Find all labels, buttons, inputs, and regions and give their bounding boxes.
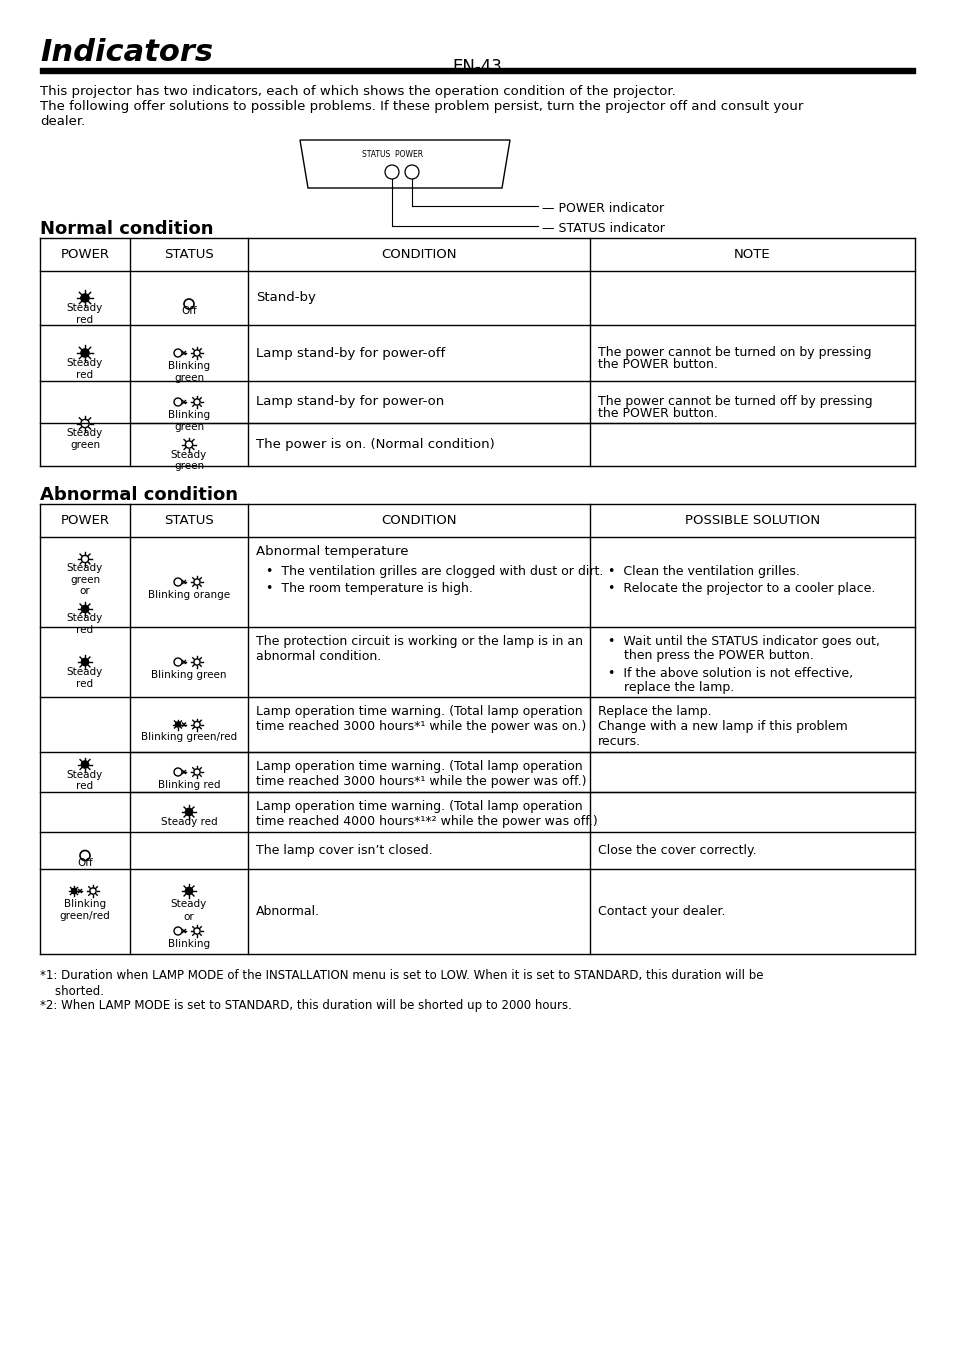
Text: Indicators: Indicators <box>40 38 213 68</box>
Text: Blinking
green/red: Blinking green/red <box>59 899 111 921</box>
Text: Blinking green/red: Blinking green/red <box>141 733 236 743</box>
Text: The power cannot be turned off by pressing: The power cannot be turned off by pressi… <box>598 396 872 408</box>
Text: the POWER button.: the POWER button. <box>598 358 717 371</box>
Text: replace the lamp.: replace the lamp. <box>607 680 734 694</box>
Text: Steady: Steady <box>171 899 207 909</box>
Text: the POWER button.: the POWER button. <box>598 406 717 420</box>
Text: Off: Off <box>77 859 92 868</box>
Text: •  The ventilation grilles are clogged with dust or dirt.: • The ventilation grilles are clogged wi… <box>266 566 602 578</box>
Text: •  Clean the ventilation grilles.: • Clean the ventilation grilles. <box>607 566 799 578</box>
Circle shape <box>81 659 89 666</box>
Text: abnormal condition.: abnormal condition. <box>255 649 381 663</box>
Text: Contact your dealer.: Contact your dealer. <box>598 904 724 918</box>
Text: Lamp operation time warning. (Total lamp operation: Lamp operation time warning. (Total lamp… <box>255 705 582 718</box>
Text: Steady red: Steady red <box>160 817 217 828</box>
Text: Close the cover correctly.: Close the cover correctly. <box>598 844 756 857</box>
Circle shape <box>81 348 89 358</box>
Text: Steady
red: Steady red <box>67 667 103 688</box>
Text: This projector has two indicators, each of which shows the operation condition o: This projector has two indicators, each … <box>40 85 675 99</box>
Text: Off: Off <box>181 306 196 316</box>
Text: time reached 4000 hours*¹*² while the power was off.): time reached 4000 hours*¹*² while the po… <box>255 815 598 828</box>
Text: •  If the above solution is not effective,: • If the above solution is not effective… <box>607 667 852 680</box>
Circle shape <box>185 887 193 895</box>
Circle shape <box>81 605 89 613</box>
Text: Steady
red: Steady red <box>67 302 103 324</box>
Text: CONDITION: CONDITION <box>381 514 456 526</box>
Text: dealer.: dealer. <box>40 115 85 128</box>
Text: *1: Duration when LAMP MODE of the INSTALLATION menu is set to LOW. When it is s: *1: Duration when LAMP MODE of the INSTA… <box>40 969 762 981</box>
Text: Steady
green
or: Steady green or <box>67 563 103 597</box>
Text: POWER: POWER <box>60 514 110 526</box>
Text: EN-43: EN-43 <box>452 58 501 76</box>
Text: recurs.: recurs. <box>598 734 640 748</box>
Text: The power is on. (Normal condition): The power is on. (Normal condition) <box>255 437 495 451</box>
Text: then press the POWER button.: then press the POWER button. <box>607 649 813 662</box>
Text: CONDITION: CONDITION <box>381 248 456 261</box>
Text: Lamp operation time warning. (Total lamp operation: Lamp operation time warning. (Total lamp… <box>255 801 582 813</box>
Text: The protection circuit is working or the lamp is in an: The protection circuit is working or the… <box>255 634 582 648</box>
Text: NOTE: NOTE <box>734 248 770 261</box>
Text: *2: When LAMP MODE is set to STANDARD, this duration will be shorted up to 2000 : *2: When LAMP MODE is set to STANDARD, t… <box>40 999 571 1012</box>
Text: or: or <box>183 913 194 922</box>
Text: The following offer solutions to possible problems. If these problem persist, tu: The following offer solutions to possibl… <box>40 100 802 113</box>
Text: Blinking: Blinking <box>168 940 210 949</box>
Text: •  Relocate the projector to a cooler place.: • Relocate the projector to a cooler pla… <box>607 582 875 595</box>
Text: Steady
green: Steady green <box>67 428 103 450</box>
Text: Lamp stand-by for power-on: Lamp stand-by for power-on <box>255 396 444 409</box>
Text: Blinking
green: Blinking green <box>168 410 210 432</box>
Circle shape <box>175 722 180 728</box>
Text: Normal condition: Normal condition <box>40 220 213 238</box>
Text: STATUS  POWER: STATUS POWER <box>362 150 423 159</box>
Text: time reached 3000 hours*¹ while the power was on.): time reached 3000 hours*¹ while the powe… <box>255 720 586 733</box>
Text: Abnormal temperature: Abnormal temperature <box>255 545 408 558</box>
Text: POSSIBLE SOLUTION: POSSIBLE SOLUTION <box>684 514 820 526</box>
Text: Stand-by: Stand-by <box>255 292 315 305</box>
Text: STATUS: STATUS <box>164 248 213 261</box>
Text: Blinking green: Blinking green <box>152 670 227 680</box>
Text: Blinking red: Blinking red <box>157 780 220 790</box>
Text: Steady
red: Steady red <box>67 358 103 379</box>
Text: Steady
green: Steady green <box>171 450 207 471</box>
Circle shape <box>81 761 89 768</box>
Text: STATUS: STATUS <box>164 514 213 526</box>
Text: Blinking orange: Blinking orange <box>148 590 230 599</box>
Text: Abnormal condition: Abnormal condition <box>40 486 237 504</box>
Circle shape <box>71 888 76 894</box>
Text: Steady
red: Steady red <box>67 769 103 791</box>
Text: time reached 3000 hours*¹ while the power was off.): time reached 3000 hours*¹ while the powe… <box>255 775 586 788</box>
Text: Abnormal.: Abnormal. <box>255 904 320 918</box>
Text: The power cannot be turned on by pressing: The power cannot be turned on by pressin… <box>598 346 871 359</box>
Text: Blinking
green: Blinking green <box>168 360 210 382</box>
Text: — POWER indicator: — POWER indicator <box>541 202 663 215</box>
Text: Lamp stand-by for power-off: Lamp stand-by for power-off <box>255 347 445 359</box>
Text: The lamp cover isn’t closed.: The lamp cover isn’t closed. <box>255 844 432 857</box>
Text: •  The room temperature is high.: • The room temperature is high. <box>266 582 473 595</box>
Text: Steady
red: Steady red <box>67 613 103 634</box>
Circle shape <box>81 294 89 302</box>
Text: shorted.: shorted. <box>40 986 104 998</box>
Text: POWER: POWER <box>60 248 110 261</box>
Text: — STATUS indicator: — STATUS indicator <box>541 221 664 235</box>
Text: Change with a new lamp if this problem: Change with a new lamp if this problem <box>598 720 847 733</box>
Text: Lamp operation time warning. (Total lamp operation: Lamp operation time warning. (Total lamp… <box>255 760 582 774</box>
Text: •  Wait until the STATUS indicator goes out,: • Wait until the STATUS indicator goes o… <box>607 634 879 648</box>
Text: Replace the lamp.: Replace the lamp. <box>598 705 711 718</box>
Circle shape <box>185 809 193 815</box>
